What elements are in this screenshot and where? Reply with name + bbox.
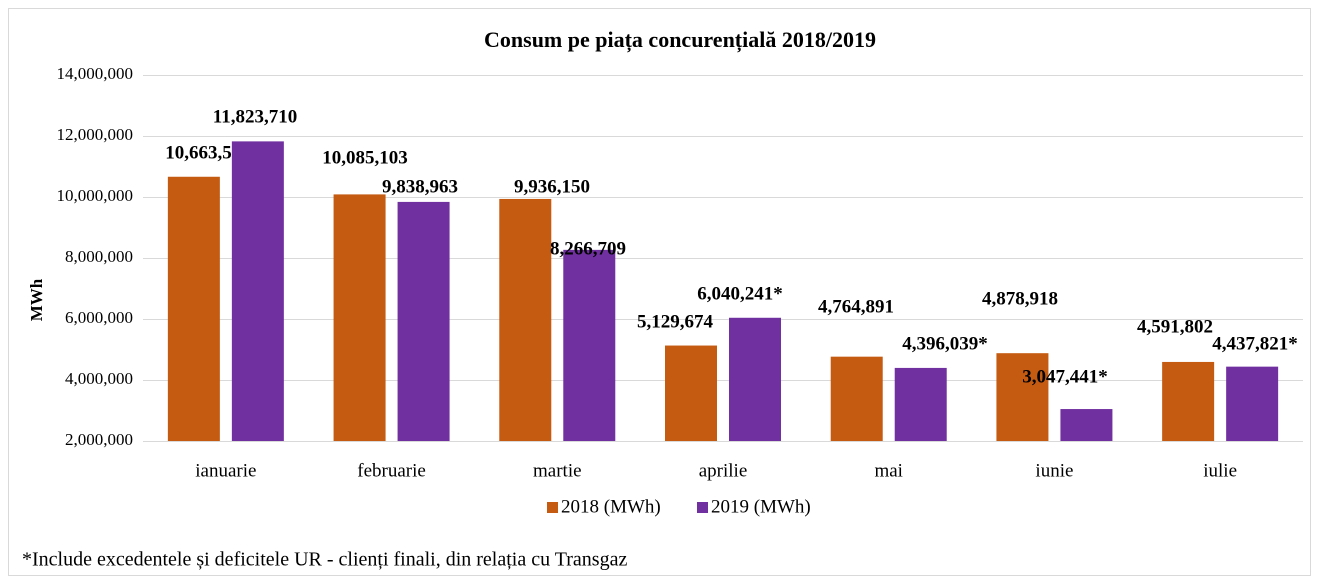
bar bbox=[499, 198, 552, 441]
legend-swatch bbox=[697, 502, 708, 513]
y-tick-label: 8,000,000 bbox=[65, 247, 133, 266]
data-label: 3,047,441* bbox=[1022, 366, 1108, 387]
y-tick-label: 12,000,000 bbox=[57, 125, 134, 144]
bar bbox=[167, 176, 220, 441]
data-label: 8,266,709 bbox=[550, 238, 626, 259]
data-label: 4,591,802 bbox=[1137, 316, 1213, 337]
bar bbox=[1162, 361, 1215, 441]
data-label: 4,764,891 bbox=[818, 296, 894, 317]
bar bbox=[894, 367, 947, 441]
y-tick-label: 10,000,000 bbox=[57, 186, 134, 205]
bar bbox=[333, 194, 386, 441]
data-label: 10,085,103 bbox=[322, 147, 408, 168]
x-tick-label: iulie bbox=[1203, 460, 1237, 481]
bar bbox=[996, 353, 1049, 441]
x-tick-label: februarie bbox=[357, 460, 426, 481]
y-tick-label: 4,000,000 bbox=[65, 369, 133, 388]
footnote: *Include excedentele și deficitele UR - … bbox=[22, 549, 627, 571]
chart-border bbox=[8, 8, 1311, 576]
x-tick-label: martie bbox=[533, 460, 582, 481]
data-label: 4,878,918 bbox=[982, 288, 1058, 309]
bar bbox=[563, 249, 616, 441]
chart-title: Consum pe piața concurențială 2018/2019 bbox=[484, 27, 876, 53]
x-tick-label: mai bbox=[874, 460, 903, 481]
data-label: 6,040,241* bbox=[697, 283, 783, 304]
bar bbox=[1060, 409, 1113, 441]
bar bbox=[1226, 366, 1279, 441]
legend-swatch bbox=[547, 502, 558, 513]
y-tick-label: 6,000,000 bbox=[65, 308, 133, 327]
data-label: 4,437,821* bbox=[1212, 333, 1298, 354]
data-label: 9,936,150 bbox=[514, 176, 590, 197]
legend-label: 2019 (MWh) bbox=[711, 496, 811, 517]
y-tick-label: 2,000,000 bbox=[65, 430, 133, 449]
data-label: 10,663,590 bbox=[165, 142, 251, 163]
bar bbox=[231, 141, 284, 442]
bar bbox=[665, 345, 717, 441]
y-tick-label: 14,000,000 bbox=[57, 64, 134, 83]
y-axis-label: MWh bbox=[27, 278, 46, 321]
bar bbox=[397, 201, 450, 441]
bar bbox=[729, 317, 781, 441]
data-label: 4,396,039* bbox=[902, 333, 988, 354]
x-tick-label: ianuarie bbox=[195, 460, 256, 481]
bar bbox=[830, 356, 883, 441]
x-tick-label: iunie bbox=[1035, 460, 1073, 481]
legend-label: 2018 (MWh) bbox=[561, 496, 661, 517]
data-label: 5,129,674 bbox=[637, 311, 714, 332]
data-label: 9,838,963 bbox=[382, 176, 458, 197]
x-tick-label: aprilie bbox=[699, 460, 748, 481]
data-label: 11,823,710 bbox=[213, 106, 297, 127]
